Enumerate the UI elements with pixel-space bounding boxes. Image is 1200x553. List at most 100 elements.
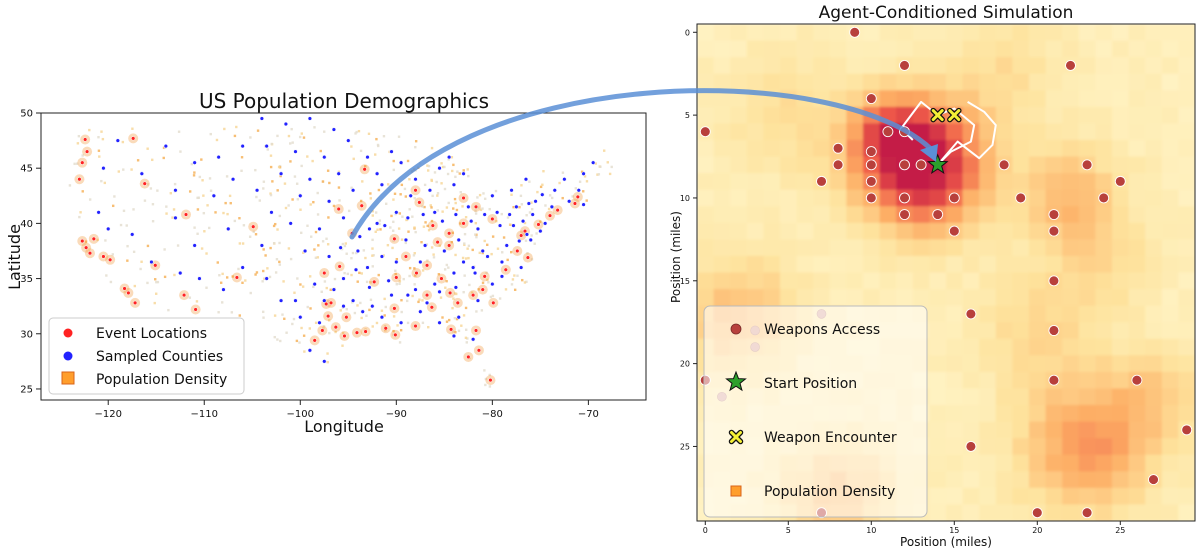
heat-cell (1078, 73, 1096, 91)
heat-cell (1178, 355, 1195, 373)
density-cell (533, 242, 536, 245)
weapons-access-point (1048, 275, 1060, 287)
heat-cell (730, 40, 748, 58)
density-cell (597, 173, 601, 176)
heat-cell (746, 156, 764, 174)
sampled-county-point (437, 289, 442, 294)
heat-cell (829, 255, 847, 274)
heat-cell (1062, 73, 1080, 91)
heat-cell (1095, 305, 1113, 323)
density-cell (585, 180, 589, 183)
heat-cell (962, 189, 980, 207)
sampled-county-point (456, 315, 461, 320)
heat-cell (1128, 40, 1146, 58)
heat-cell (829, 40, 847, 58)
density-cell (371, 325, 374, 328)
weapons-access-point (948, 192, 960, 204)
density-cell (88, 128, 91, 132)
heat-cell (879, 239, 897, 257)
heat-cell (1062, 322, 1080, 340)
density-cell (132, 250, 136, 254)
density-cell (395, 257, 399, 261)
density-cell (455, 208, 459, 212)
density-cell (430, 219, 434, 223)
heat-cell (763, 189, 781, 207)
density-cell (436, 192, 440, 195)
heat-cell (962, 123, 980, 141)
heat-cell (796, 139, 814, 158)
heat-cell (1029, 405, 1047, 423)
density-cell (249, 291, 252, 295)
density-cell (238, 314, 241, 317)
heat-cell (946, 239, 964, 257)
event-location-point (312, 338, 317, 343)
heat-cell (912, 173, 930, 191)
density-cell (262, 180, 266, 183)
heat-cell (962, 239, 980, 257)
density-cell (506, 216, 510, 219)
sampled-county-point (552, 188, 557, 193)
density-cell (479, 208, 483, 212)
heat-cell (1095, 289, 1113, 307)
density-cell (432, 256, 436, 259)
heat-cell (1045, 73, 1063, 91)
weapons-access-point (899, 159, 910, 171)
heat-cell (1128, 24, 1146, 42)
heat-cell (846, 206, 864, 224)
density-cell (385, 202, 388, 205)
heat-cell (780, 40, 798, 58)
density-cell (462, 290, 465, 294)
event-location-point (126, 290, 131, 296)
heat-cell (962, 371, 980, 390)
event-location-point (336, 206, 341, 212)
density-cell (226, 212, 229, 216)
heat-cell (1078, 338, 1096, 356)
event-location-point (547, 213, 553, 218)
heat-cell (879, 222, 897, 240)
heat-cell (1178, 57, 1195, 75)
sampled-county-point (490, 281, 495, 287)
sampled-county-point (192, 160, 197, 165)
legend-weapons-access-marker (730, 323, 742, 335)
heat-cell (1045, 388, 1063, 406)
density-cell (322, 326, 325, 330)
left-axes-frame (40, 112, 647, 401)
heat-cell (1178, 471, 1195, 489)
density-cell (306, 224, 309, 227)
density-cell (483, 239, 486, 243)
density-cell (504, 288, 508, 291)
heat-cell (1078, 139, 1096, 158)
sampled-county-point (302, 248, 308, 254)
event-location-point (131, 136, 136, 141)
heat-cell (979, 289, 997, 307)
heat-cell (1112, 57, 1130, 75)
heat-cell (1062, 156, 1080, 174)
event-location-point (480, 287, 485, 292)
heat-cell (1128, 421, 1146, 439)
sampled-county-point (394, 210, 399, 215)
heat-cell (1178, 139, 1195, 158)
sampled-county-point (322, 359, 327, 364)
heat-cell (1145, 106, 1163, 124)
heat-cell (746, 239, 764, 257)
density-cell (510, 193, 513, 196)
heat-cell (1095, 504, 1113, 521)
left-legend: Event Locations Sampled Counties Populat… (48, 317, 245, 395)
heat-cell (1178, 173, 1195, 191)
heat-cell (1029, 272, 1047, 290)
heat-cell (713, 24, 731, 42)
density-cell (98, 155, 101, 158)
right-y-tick-label: 25 (680, 442, 690, 451)
density-cell (404, 241, 407, 245)
sampled-county-point (312, 281, 317, 287)
heat-cell (1029, 206, 1047, 224)
heat-cell (929, 255, 947, 274)
heat-cell (1095, 206, 1113, 224)
sampled-county-point (461, 171, 466, 176)
sampled-county-point (367, 226, 372, 232)
density-cell (169, 192, 173, 195)
right-y-label: Position (miles) (669, 211, 683, 303)
density-cell (377, 144, 380, 148)
density-cell (356, 280, 359, 283)
event-location-point (446, 243, 452, 248)
